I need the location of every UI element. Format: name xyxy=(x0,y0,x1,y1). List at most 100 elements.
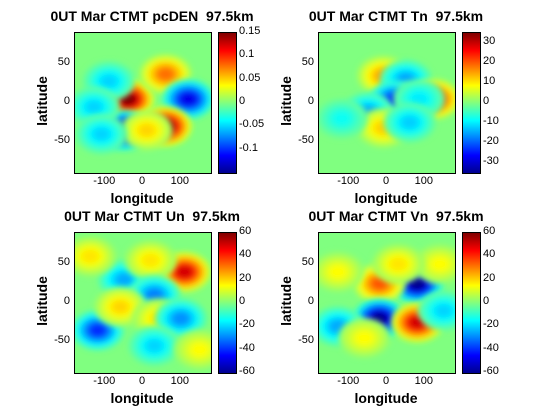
heatmap-feature xyxy=(372,244,425,285)
colorbar-tick-label: -40 xyxy=(239,341,255,354)
colorbar-tick-label: 10 xyxy=(483,75,496,87)
x-tick-label: 100 xyxy=(170,175,189,187)
x-tick-label: 100 xyxy=(170,375,189,387)
x-tick-label: -100 xyxy=(93,375,116,387)
heatmap-contour-level xyxy=(401,116,419,129)
colorbar-tick-label: -0.05 xyxy=(239,118,265,131)
x-tick-label: 0 xyxy=(382,175,390,187)
heatmap-svg xyxy=(75,33,211,173)
x-tick-label: 0 xyxy=(382,375,390,387)
y-tick-label: 0 xyxy=(63,295,70,307)
heatmap-feature xyxy=(413,244,455,285)
colorbar-tick-label: 20 xyxy=(483,55,496,67)
heatmap-svg xyxy=(319,233,455,373)
heatmap-contour-level xyxy=(329,265,347,279)
heatmap-contour-level xyxy=(410,92,428,106)
colorbar-tick-label: 0 xyxy=(483,295,490,307)
heatmap-feature xyxy=(94,286,147,327)
colorbar-tick-label: 20 xyxy=(239,271,252,284)
heatmap-plot-area xyxy=(318,232,456,374)
heatmap-feature xyxy=(353,298,406,339)
heatmap-contour-level xyxy=(435,304,453,318)
heatmap-feature xyxy=(154,298,207,339)
heatmap-feature xyxy=(124,240,177,281)
x-axis-label: longitude xyxy=(110,390,174,406)
x-tick-label: -100 xyxy=(337,375,360,387)
y-axis-label: latitude xyxy=(34,276,50,326)
colorbar-tick-label: 0.1 xyxy=(239,48,255,61)
colorbar-tick-label: -0.1 xyxy=(239,141,258,154)
y-tick-label: 50 xyxy=(301,256,314,269)
colorbar-tick-label: -20 xyxy=(483,135,499,147)
heatmap-contour-level xyxy=(145,288,163,302)
colorbar-tick-label: 0.15 xyxy=(239,25,261,37)
colorbar-tick-label: 0 xyxy=(483,95,490,107)
y-axis-label: latitude xyxy=(34,76,50,126)
heatmap-feature xyxy=(75,236,117,277)
colorbar-tick-label: 0.05 xyxy=(239,71,261,84)
heatmap-plot-area xyxy=(318,32,456,174)
colorbar-tick-label: 30 xyxy=(483,35,496,47)
x-tick-label: 100 xyxy=(414,375,433,387)
heatmap-feature xyxy=(319,251,364,292)
heatmap-feature xyxy=(128,325,181,366)
heatmap-svg xyxy=(75,233,211,373)
heatmap-plot-area xyxy=(74,232,212,374)
colorbar-tick-label: 0 xyxy=(239,95,246,107)
heatmap-feature xyxy=(75,114,128,155)
heatmap-feature xyxy=(139,54,192,95)
heatmap-svg xyxy=(319,33,455,173)
y-axis-label: latitude xyxy=(278,276,294,326)
heatmap-contour-level xyxy=(142,253,159,267)
heatmap-contour-level xyxy=(115,273,133,287)
colorbar-tick-label: 40 xyxy=(239,248,252,261)
x-axis-label: longitude xyxy=(354,390,418,406)
x-tick-label: 0 xyxy=(138,375,146,387)
heatmap-contour-level xyxy=(355,331,373,345)
colorbar xyxy=(462,32,481,174)
heatmap-contour-level xyxy=(138,123,156,137)
colorbar-tick-label: -60 xyxy=(483,365,499,377)
colorbar-tick-label: 60 xyxy=(239,225,252,237)
heatmap-feature xyxy=(162,79,211,120)
y-tick-label: -50 xyxy=(298,133,314,146)
chart-title: 0UT Mar CTMT Tn 97.5km xyxy=(308,8,484,24)
y-tick-label: 0 xyxy=(307,295,314,307)
colorbar-tick-label: 60 xyxy=(483,225,496,237)
heatmap-contour-level xyxy=(145,339,163,353)
chart-title: 0UT Mar CTMT pcDEN 97.5km xyxy=(50,8,254,24)
y-tick-label: 0 xyxy=(63,95,70,107)
chart-title: 0UT Mar CTMT Vn 97.5km xyxy=(308,208,484,224)
y-tick-label: -50 xyxy=(298,333,314,346)
heatmap-contour-level xyxy=(89,323,107,337)
colorbar xyxy=(218,232,237,374)
x-axis-label: longitude xyxy=(110,190,174,206)
colorbar-tick-label: -40 xyxy=(483,341,499,354)
heatmap-plot-area xyxy=(74,32,212,174)
x-tick-label: 0 xyxy=(138,175,146,187)
heatmap-contour-level xyxy=(389,257,407,271)
heatmap-contour-level xyxy=(111,300,129,314)
x-tick-label: -100 xyxy=(337,175,360,187)
y-tick-label: 50 xyxy=(57,256,70,269)
heatmap-contour-level xyxy=(81,249,99,263)
heatmap-feature xyxy=(120,110,173,151)
heatmap-contour-level xyxy=(431,257,449,271)
heatmap-contour-level xyxy=(172,312,190,325)
heatmap-feature xyxy=(173,329,211,370)
colorbar-tick-label: 20 xyxy=(483,271,496,284)
colorbar xyxy=(462,232,481,374)
y-tick-label: -50 xyxy=(54,333,70,346)
colorbar-tick-label: -20 xyxy=(239,318,255,331)
heatmap-contour-level xyxy=(157,67,175,81)
colorbar-tick-label: -30 xyxy=(483,155,499,167)
heatmap-contour-level xyxy=(179,92,197,106)
heatmap-contour-level xyxy=(191,343,209,357)
colorbar-tick-label: 40 xyxy=(483,248,496,261)
heatmap-feature xyxy=(319,98,368,139)
heatmap-contour-level xyxy=(93,127,110,141)
y-tick-label: 50 xyxy=(301,56,314,69)
heatmap-feature xyxy=(383,102,436,143)
y-axis-label: latitude xyxy=(278,76,294,126)
heatmap-contour-level xyxy=(333,112,351,125)
